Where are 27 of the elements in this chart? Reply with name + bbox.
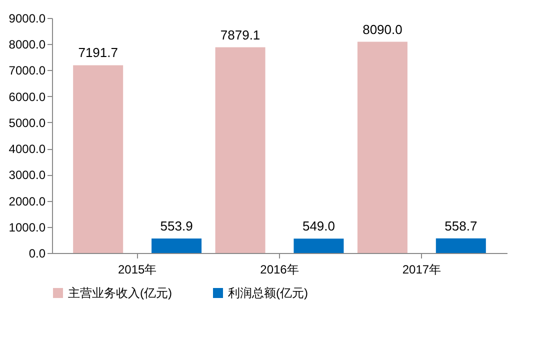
data-label: 549.0 xyxy=(302,218,335,234)
y-tick-label: 9000.0 xyxy=(8,12,46,26)
data-label: 553.9 xyxy=(160,218,193,234)
y-tick-label: 8000.0 xyxy=(8,38,46,52)
y-tick-label: 7000.0 xyxy=(8,64,46,78)
y-tick-label: 5000.0 xyxy=(8,116,46,130)
bar xyxy=(357,42,408,253)
bar xyxy=(436,238,486,253)
y-tick-label: 4000.0 xyxy=(8,142,46,156)
y-tick-label: 3000.0 xyxy=(8,168,46,182)
x-tick-label: 2017年 xyxy=(402,262,442,276)
y-tick-label: 1000.0 xyxy=(8,220,46,234)
y-tick-label: 6000.0 xyxy=(8,90,46,104)
bar xyxy=(294,238,344,253)
data-label: 558.7 xyxy=(444,218,478,234)
legend-label: 主营业务收入(亿元) xyxy=(68,286,172,300)
y-tick-label: 0.0 xyxy=(28,246,46,260)
y-tick-label: 2000.0 xyxy=(8,194,46,208)
legend-label: 利润总额(亿元) xyxy=(228,286,308,300)
data-label: 8090.0 xyxy=(362,22,402,37)
data-label: 7879.1 xyxy=(220,27,260,42)
bar xyxy=(73,65,124,253)
x-tick-label: 2016年 xyxy=(260,262,299,276)
bar xyxy=(152,238,202,253)
data-label: 7191.7 xyxy=(78,45,118,60)
x-tick-label: 2015年 xyxy=(118,262,157,276)
bar xyxy=(215,47,266,253)
